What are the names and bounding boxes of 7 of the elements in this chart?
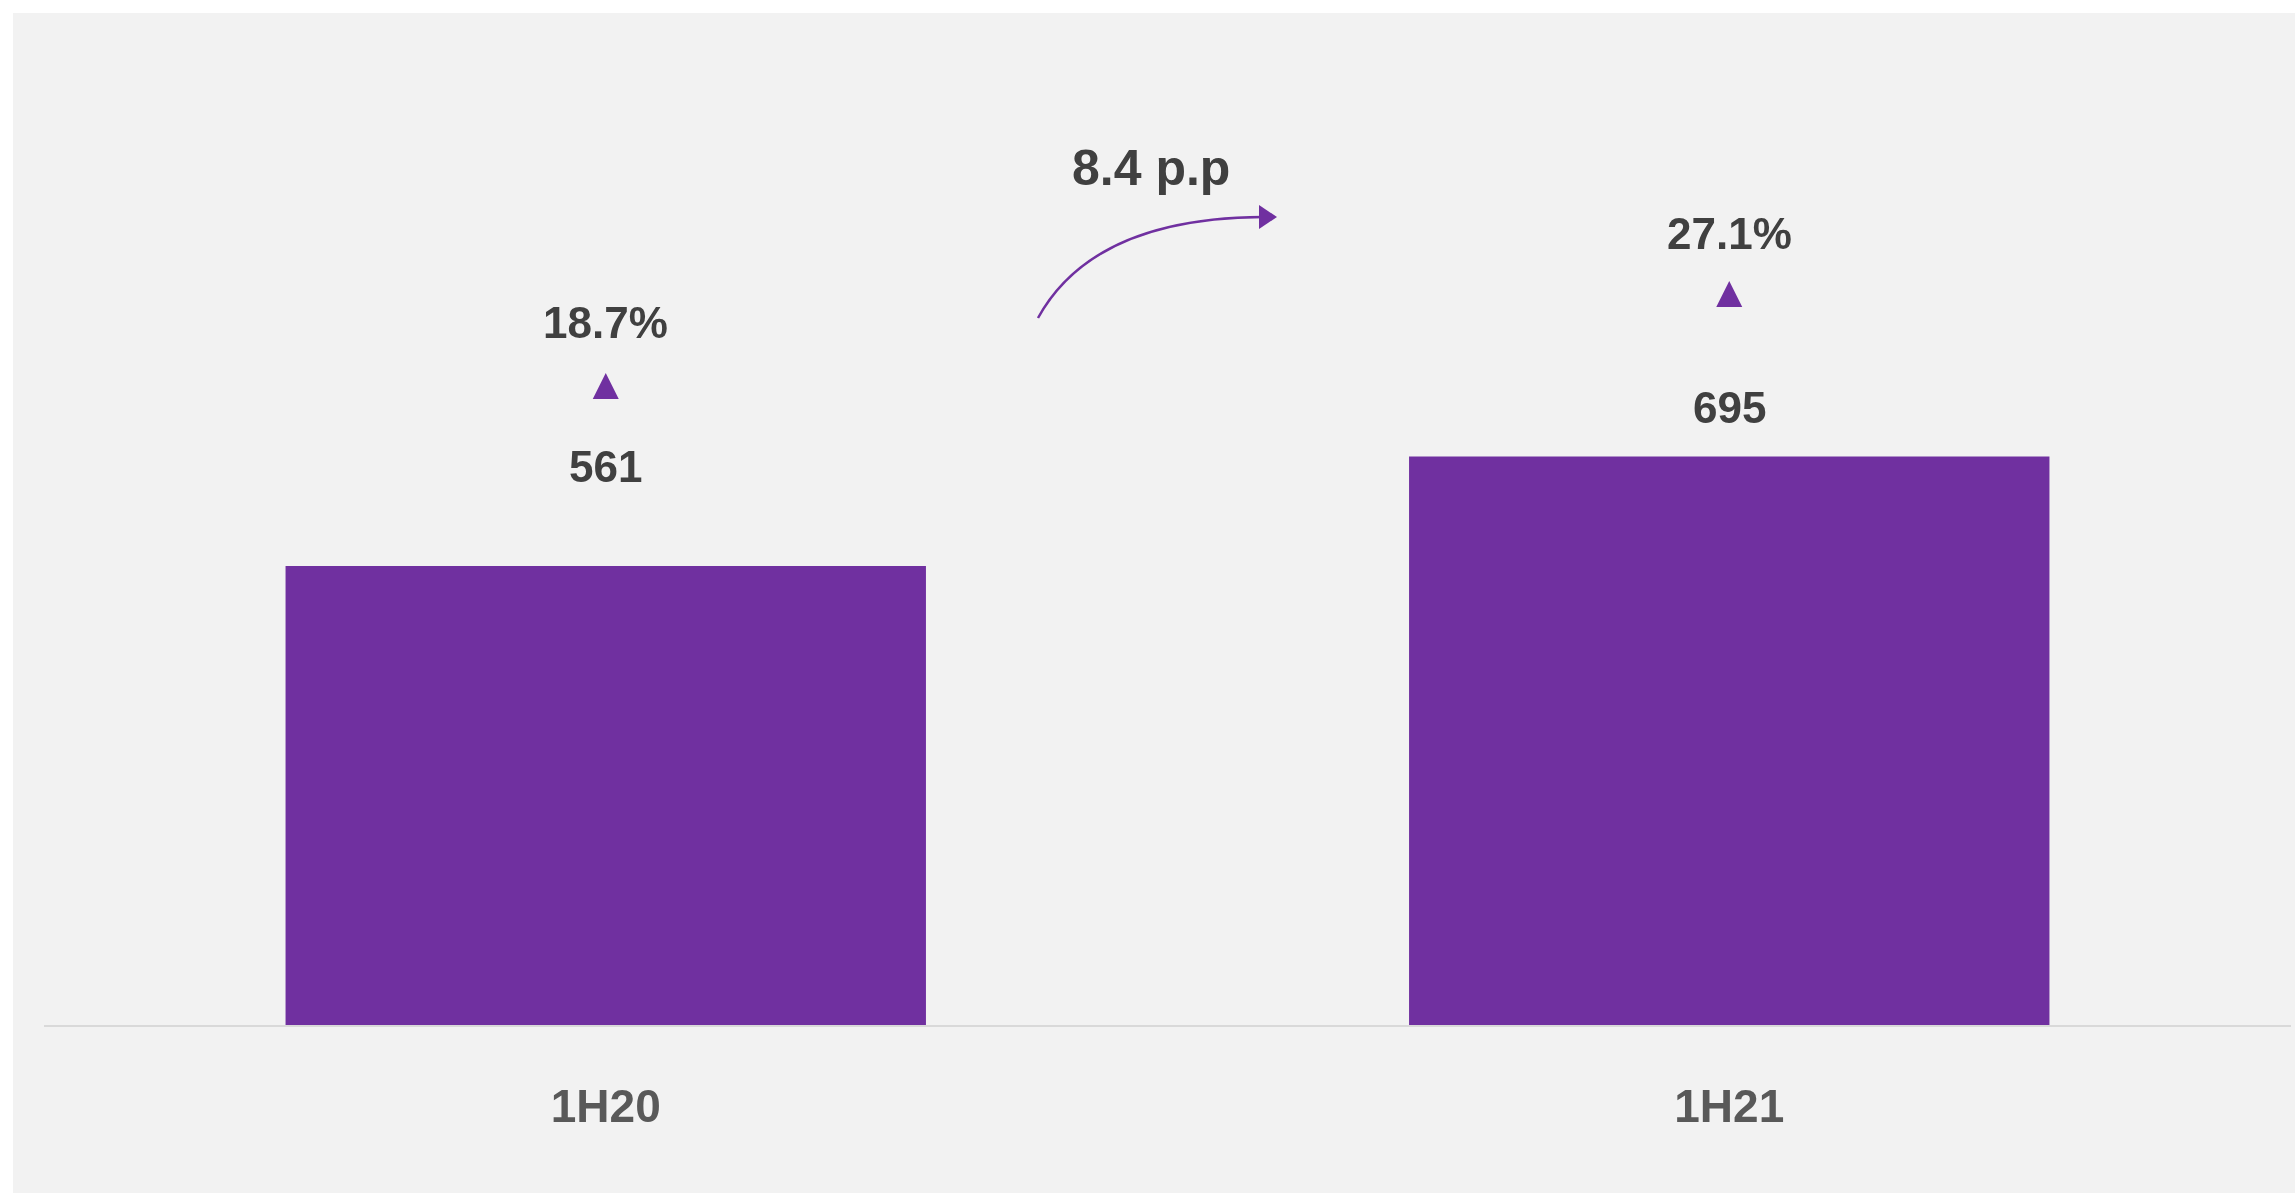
x-tick-label: 1H20	[550, 1080, 661, 1133]
data-label: 561	[569, 442, 643, 491]
data-label: 695	[1693, 383, 1767, 432]
text: 18.7%	[543, 298, 668, 347]
text: 27.1%	[1667, 209, 1792, 258]
x-tick-label: 1H21	[1674, 1080, 1785, 1133]
text: 8.4 p.p	[1072, 140, 1231, 196]
